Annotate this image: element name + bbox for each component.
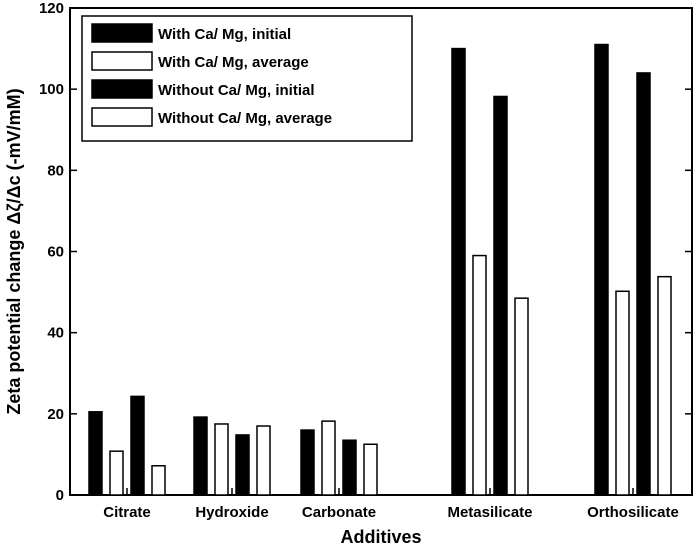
- bar: [657, 275, 672, 496]
- y-tick-label: 0: [56, 487, 64, 504]
- legend-swatch: [91, 23, 153, 43]
- bar: [300, 429, 315, 496]
- x-tick-label: Orthosilicate: [587, 504, 679, 521]
- bar: [615, 290, 630, 496]
- x-tick-label: Hydroxide: [195, 504, 268, 521]
- bar: [214, 423, 229, 496]
- bar: [130, 395, 145, 496]
- legend-swatch: [91, 51, 153, 71]
- y-tick-label: 120: [39, 0, 64, 17]
- bar: [514, 297, 529, 496]
- x-tick-label: Carbonate: [302, 504, 376, 521]
- x-tick-label: Citrate: [103, 504, 151, 521]
- y-axis-title: Zeta potential change Δζ/Δc (-mV/mM): [4, 88, 25, 414]
- x-axis-ticks: Citrate Hydroxide Carbonate Metasilicate Ort…: [103, 488, 679, 521]
- bar: [256, 425, 271, 496]
- legend: With Ca/ Mg, initial With Ca/ Mg, average…: [81, 15, 413, 142]
- bar: [451, 47, 466, 496]
- bar: [472, 254, 487, 496]
- bar: [594, 43, 609, 496]
- x-tick-label: Metasilicate: [447, 504, 532, 521]
- y-tick-label: 100: [39, 81, 64, 98]
- bar: [109, 450, 124, 496]
- legend-label: Without Ca/ Mg, initial: [158, 82, 315, 99]
- bar: [193, 416, 208, 496]
- legend-swatch: [91, 79, 153, 99]
- bar: [235, 434, 250, 496]
- bar: [151, 465, 166, 496]
- y-tick-label: 80: [47, 162, 64, 179]
- bar: [636, 72, 651, 496]
- y-tick-label: 20: [47, 406, 64, 423]
- legend-label: With Ca/ Mg, average: [158, 54, 309, 71]
- bar: [363, 443, 378, 496]
- bar: [88, 411, 103, 496]
- y-tick-label: 40: [47, 325, 64, 342]
- y-axis-ticks: 0 20 40 60 80 100 120: [39, 0, 692, 504]
- bar: [342, 439, 357, 496]
- x-axis-title: Additives: [340, 527, 421, 545]
- legend-label: With Ca/ Mg, initial: [158, 26, 291, 43]
- bar: [321, 420, 336, 496]
- legend-label: Without Ca/ Mg, average: [158, 110, 332, 127]
- bars-group: [88, 43, 672, 496]
- y-tick-label: 60: [47, 244, 64, 261]
- bar: [493, 95, 508, 496]
- legend-swatch: [91, 107, 153, 127]
